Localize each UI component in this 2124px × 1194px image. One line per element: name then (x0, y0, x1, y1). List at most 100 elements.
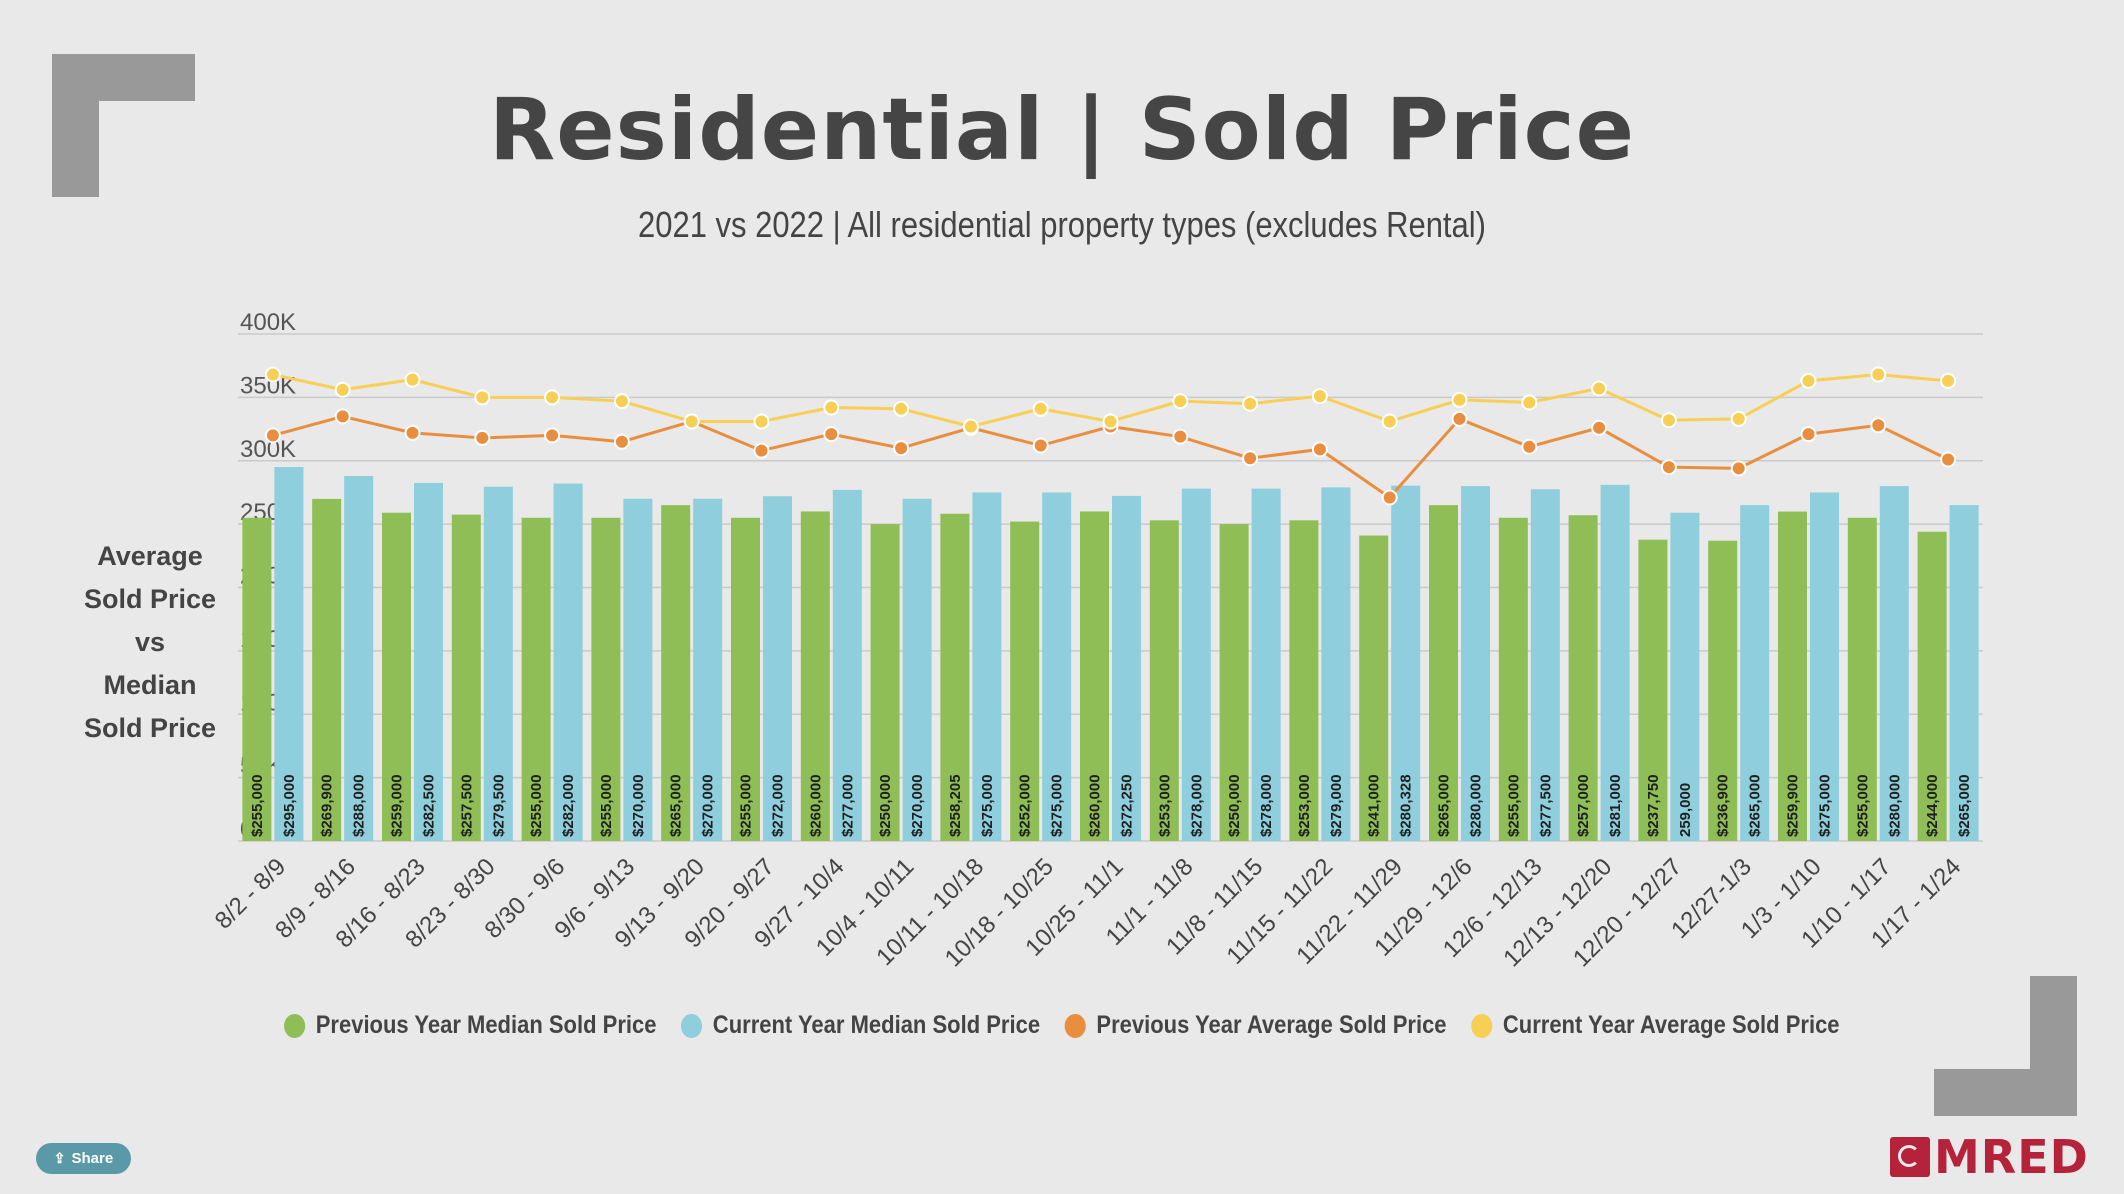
series-point (544, 389, 561, 406)
bar-data-label: $275,000 (979, 774, 996, 837)
bar (1042, 492, 1072, 841)
series-point (1311, 441, 1328, 458)
series-point (334, 381, 351, 398)
bar-data-label: $270,000 (630, 774, 647, 837)
series-point (893, 440, 910, 457)
series-point (1730, 460, 1747, 477)
series-point (1870, 366, 1887, 383)
series-point (264, 366, 281, 383)
series-point (1730, 410, 1747, 427)
series-point (1242, 450, 1259, 467)
bar-data-label: $236,900 (1715, 774, 1732, 837)
bar (623, 498, 653, 841)
bar (1010, 521, 1040, 841)
legend-label: Previous Year Median Sold Price (315, 1011, 657, 1039)
series-point (1172, 393, 1189, 410)
legend-item-prev-average[interactable]: Previous Year Average Sold Price (1064, 1011, 1447, 1040)
legend-label: Current Year Median Sold Price (712, 1011, 1041, 1039)
corner-decoration-top-left (52, 54, 195, 197)
logo-text: MRED (1934, 1130, 2089, 1184)
bar (1112, 495, 1141, 841)
y-tick-label: 400K (240, 309, 296, 336)
series-point (404, 371, 421, 388)
series-point (1800, 426, 1817, 443)
series-point (1381, 489, 1398, 506)
legend-label: Current Year Average Sold Price (1503, 1011, 1840, 1039)
bar-data-label: $265,000 (1436, 774, 1453, 837)
series-point (544, 427, 561, 444)
bar (832, 489, 862, 841)
legend-item-curr-average[interactable]: Current Year Average Sold Price (1471, 1011, 1840, 1040)
bar-data-label: $259,900 (1785, 774, 1802, 837)
bar-data-label: $260,000 (1087, 774, 1104, 837)
series-point (1102, 413, 1119, 430)
bar-data-label: $278,000 (1188, 774, 1205, 837)
bar-data-label: $253,000 (1296, 774, 1313, 837)
y-axis-title-line: Sold Price (83, 713, 217, 743)
bar-data-label: $255,000 (249, 774, 266, 837)
y-axis-title-line: Sold Price (83, 584, 217, 614)
series-point (1591, 380, 1608, 397)
legend-dot (1064, 1013, 1087, 1038)
bar-data-label: $279,000 (1328, 774, 1345, 837)
series-point (1521, 438, 1538, 455)
bar (1778, 511, 1807, 841)
y-axis-title-line: Average (97, 541, 203, 571)
legend-item-curr-median[interactable]: Current Year Median Sold Price (681, 1011, 1040, 1040)
bar-data-label: $237,750 (1645, 774, 1662, 837)
y-axis-title-line: Median (103, 670, 197, 700)
mred-logo: MRED (1890, 1130, 2089, 1184)
bar-data-label: $278,000 (1258, 774, 1275, 837)
series-point (613, 433, 630, 450)
bar-data-label: $275,000 (1817, 774, 1834, 837)
bar-data-label: $259,000 (389, 774, 406, 837)
bar-data-label: $295,000 (281, 774, 298, 837)
series-point (613, 393, 630, 410)
bar (591, 517, 621, 841)
bar (1498, 517, 1528, 841)
bar-data-label: $255,000 (598, 774, 615, 837)
bar-data-label: $269,900 (319, 774, 336, 837)
bar-data-label: $288,000 (351, 774, 368, 837)
bar (1530, 489, 1560, 841)
series-point (962, 418, 979, 435)
series-point (1521, 394, 1538, 411)
series-point (1940, 372, 1957, 389)
bar (763, 496, 792, 841)
bar-data-label: $255,000 (528, 774, 545, 837)
bar (1149, 520, 1179, 841)
series-point (1242, 395, 1259, 412)
bar-data-label: $280,000 (1468, 774, 1485, 837)
series-point (1032, 437, 1049, 454)
share-button[interactable]: ⇪ Share (36, 1143, 131, 1174)
bar (693, 498, 723, 841)
series-point (753, 442, 770, 459)
bar (661, 505, 691, 841)
bar (451, 514, 481, 841)
bar (1600, 484, 1630, 841)
legend-item-prev-median[interactable]: Previous Year Median Sold Price (284, 1011, 657, 1040)
series-point (1381, 413, 1398, 430)
bar (1181, 488, 1211, 841)
bar (1321, 487, 1351, 841)
bar-data-label: $257,000 (1575, 774, 1592, 837)
bar-data-label: $270,000 (909, 774, 926, 837)
bar (553, 483, 583, 841)
bar (1219, 524, 1249, 841)
bar-data-label: $250,000 (1226, 774, 1243, 837)
bar (731, 517, 760, 841)
series-point (1172, 428, 1189, 445)
series-point (893, 400, 910, 417)
series-point (1660, 412, 1677, 429)
bar-data-label: $270,000 (700, 774, 717, 837)
bar (1359, 535, 1389, 841)
series-point (1660, 459, 1677, 476)
series-point (404, 424, 421, 441)
series-point (1451, 391, 1468, 408)
bar-data-label: $260,000 (807, 774, 824, 837)
corner-decoration-bottom-right (1934, 976, 2077, 1116)
series-point (1451, 410, 1468, 427)
legend-dot (681, 1013, 703, 1038)
bar-data-label: $252,000 (1017, 774, 1034, 837)
series-point (1800, 372, 1817, 389)
